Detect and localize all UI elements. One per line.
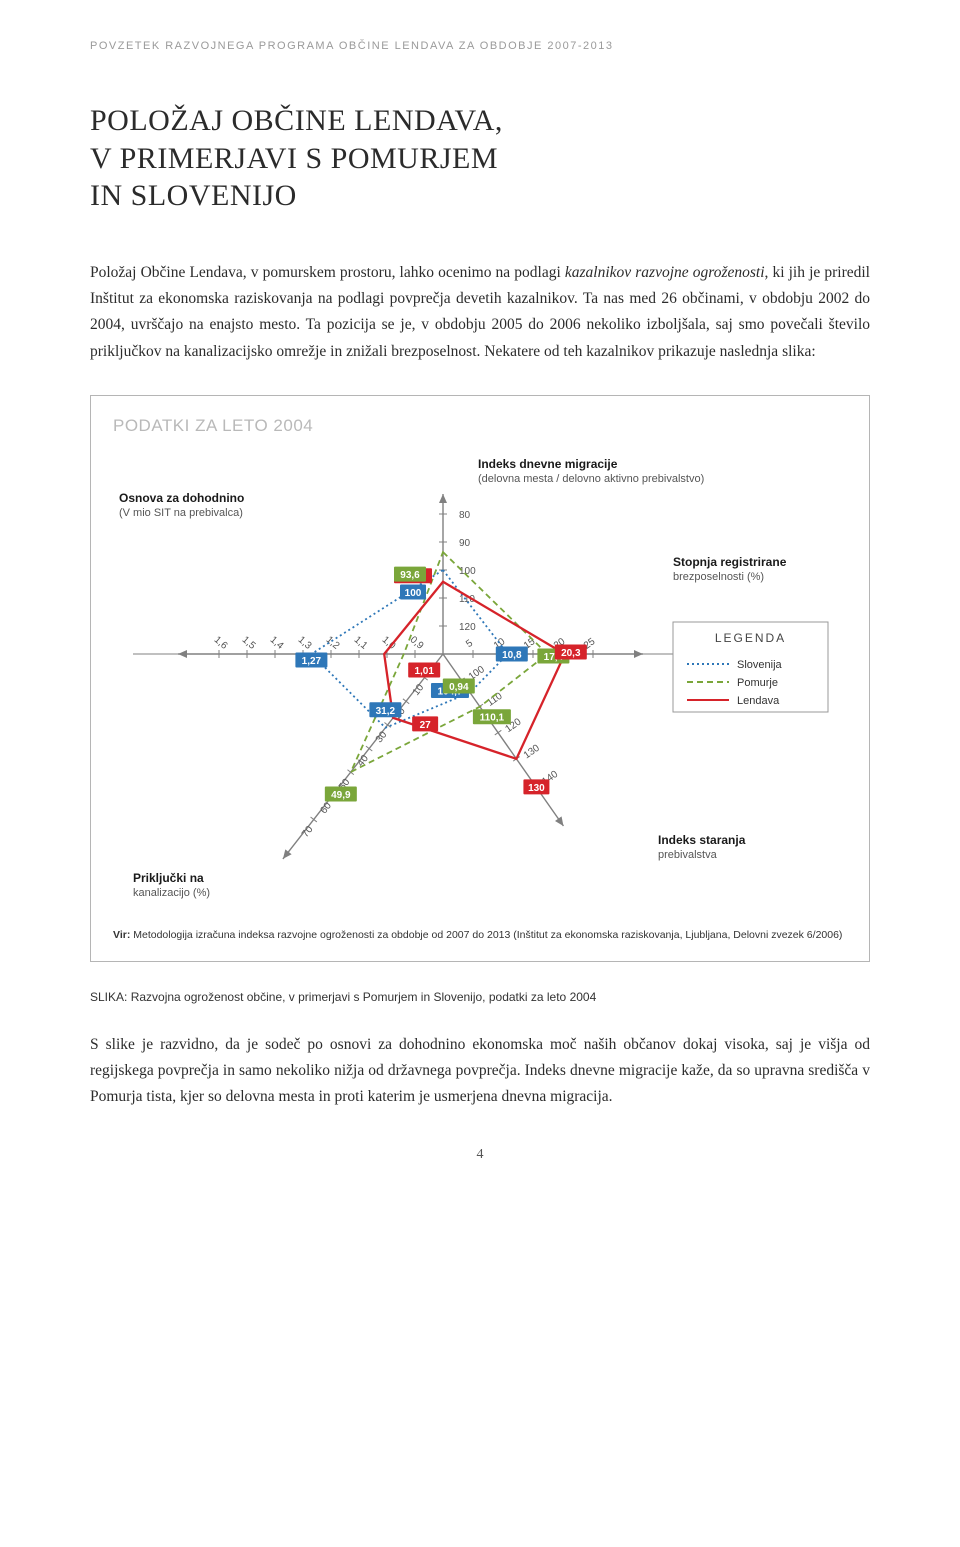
svg-text:93,6: 93,6 xyxy=(400,570,420,581)
running-head: POVZETEK RAZVOJNEGA PROGRAMA OBČINE LEND… xyxy=(90,40,870,52)
svg-text:1,5: 1,5 xyxy=(240,634,258,652)
svg-text:5: 5 xyxy=(464,637,475,649)
svg-text:prebivalstva: prebivalstva xyxy=(658,849,718,861)
figure-source: Vir: Metodologija izračuna indeksa razvo… xyxy=(113,928,847,943)
svg-text:80: 80 xyxy=(459,510,471,521)
figure-section-title: PODATKI ZA LETO 2004 xyxy=(113,416,847,436)
svg-text:130: 130 xyxy=(522,742,542,761)
svg-text:(V mio SIT na prebivalca): (V mio SIT na prebivalca) xyxy=(119,507,243,519)
svg-text:1,27: 1,27 xyxy=(302,656,322,667)
paragraph-1: Položaj Občine Lendava, v pomurskem pros… xyxy=(90,260,870,365)
svg-text:10,8: 10,8 xyxy=(502,650,522,661)
svg-text:49,9: 49,9 xyxy=(331,790,351,801)
title-line-1: POLOŽAJ OBČINE LENDAVA, xyxy=(90,104,503,137)
svg-text:Stopnja registrirane: Stopnja registrirane xyxy=(673,555,787,569)
svg-text:110,1: 110,1 xyxy=(480,713,505,724)
svg-text:70: 70 xyxy=(300,824,316,840)
paragraph-2: S slike je razvidno, da je sodeč po osno… xyxy=(90,1032,870,1111)
svg-text:1,3: 1,3 xyxy=(296,634,314,652)
svg-text:1,1: 1,1 xyxy=(352,634,370,652)
svg-text:20,3: 20,3 xyxy=(561,648,581,659)
source-prefix: Vir: xyxy=(113,929,133,941)
svg-text:60: 60 xyxy=(318,800,334,816)
svg-text:kanalizacijo (%): kanalizacijo (%) xyxy=(133,887,210,899)
page: POVZETEK RAZVOJNEGA PROGRAMA OBČINE LEND… xyxy=(0,0,960,1193)
svg-text:Osnova za dohodnino: Osnova za dohodnino xyxy=(119,491,244,505)
svg-text:0,94: 0,94 xyxy=(449,682,469,693)
figure-caption: SLIKA: Razvojna ogroženost občine, v pri… xyxy=(90,990,870,1004)
page-number: 4 xyxy=(90,1147,870,1163)
svg-text:30: 30 xyxy=(374,729,390,745)
title-line-2: V PRIMERJAVI S POMURJEM xyxy=(90,142,498,175)
svg-text:Slovenija: Slovenija xyxy=(737,659,783,671)
svg-text:31,2: 31,2 xyxy=(376,706,396,717)
figure-radar: PODATKI ZA LETO 2004 1201101009080510152… xyxy=(90,395,870,962)
para1-italic: kazalnikov razvojne ogroženosti xyxy=(565,264,765,281)
svg-text:130: 130 xyxy=(528,783,545,794)
svg-text:Indeks staranja: Indeks staranja xyxy=(658,833,746,847)
title-line-3: IN SLOVENIJO xyxy=(90,179,297,212)
svg-text:90: 90 xyxy=(459,538,471,549)
svg-text:(delovna mesta / delovno aktiv: (delovna mesta / delovno aktivno prebiva… xyxy=(478,473,704,485)
svg-text:1,4: 1,4 xyxy=(268,634,286,652)
svg-text:100: 100 xyxy=(405,588,422,599)
svg-text:Priključki na: Priključki na xyxy=(133,871,204,885)
svg-text:brezposelnosti (%): brezposelnosti (%) xyxy=(673,571,764,583)
svg-text:1,2: 1,2 xyxy=(324,634,342,652)
svg-text:LEGENDA: LEGENDA xyxy=(715,631,786,645)
svg-text:1,6: 1,6 xyxy=(212,634,230,652)
svg-text:120: 120 xyxy=(459,622,476,633)
page-title: POLOŽAJ OBČINE LENDAVA, V PRIMERJAVI S P… xyxy=(90,102,870,215)
svg-text:Pomurje: Pomurje xyxy=(737,677,778,689)
svg-text:Indeks dnevne migracije: Indeks dnevne migracije xyxy=(478,457,618,471)
svg-text:Lendava: Lendava xyxy=(737,695,780,707)
para1-before: Položaj Občine Lendava, v pomurskem pros… xyxy=(90,264,565,281)
svg-text:1,01: 1,01 xyxy=(414,666,434,677)
svg-text:27: 27 xyxy=(420,720,432,731)
source-text: Metodologija izračuna indeksa razvojne o… xyxy=(133,929,842,941)
svg-text:10: 10 xyxy=(411,682,427,698)
radar-chart: 1201101009080510152025100110120130140102… xyxy=(113,444,843,914)
